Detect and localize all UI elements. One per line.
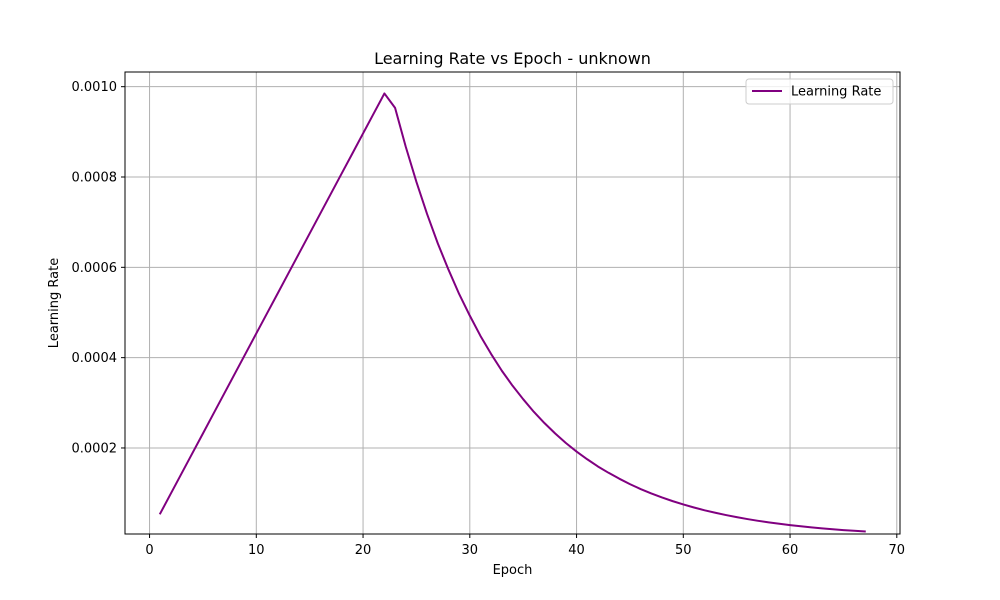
legend-label: Learning Rate (791, 85, 881, 100)
y-tick-label: 0.0006 (72, 261, 118, 276)
x-tick-label: 50 (675, 543, 692, 558)
x-tick-label: 0 (145, 543, 153, 558)
x-tick-label: 20 (355, 543, 372, 558)
grid (125, 72, 900, 534)
y-tick-label: 0.0008 (72, 171, 118, 186)
x-axis-label: Epoch (493, 563, 533, 578)
x-tick-label: 70 (889, 543, 906, 558)
plot-lines (158, 92, 866, 533)
chart-title: Learning Rate vs Epoch - unknown (374, 49, 651, 68)
y-tick-label: 0.0010 (72, 80, 118, 95)
axis-ticks: 0 10 20 30 40 50 60 70 0.0002 0.0004 0.0006 0.0008 0… (72, 80, 906, 558)
x-tick-label: 60 (782, 543, 799, 558)
legend-box (745, 78, 894, 105)
y-tick-label: 0.0004 (72, 351, 118, 366)
y-axis-label: Learning Rate (47, 258, 62, 348)
series-line-learning-rate (158, 92, 866, 533)
y-tick-label: 0.0002 (72, 441, 118, 456)
x-tick-label: 10 (248, 543, 265, 558)
x-tick-label: 30 (462, 543, 479, 558)
plot-frame (124, 71, 901, 535)
x-tick-label: 40 (568, 543, 585, 558)
legend: Learning Rate (745, 78, 894, 105)
